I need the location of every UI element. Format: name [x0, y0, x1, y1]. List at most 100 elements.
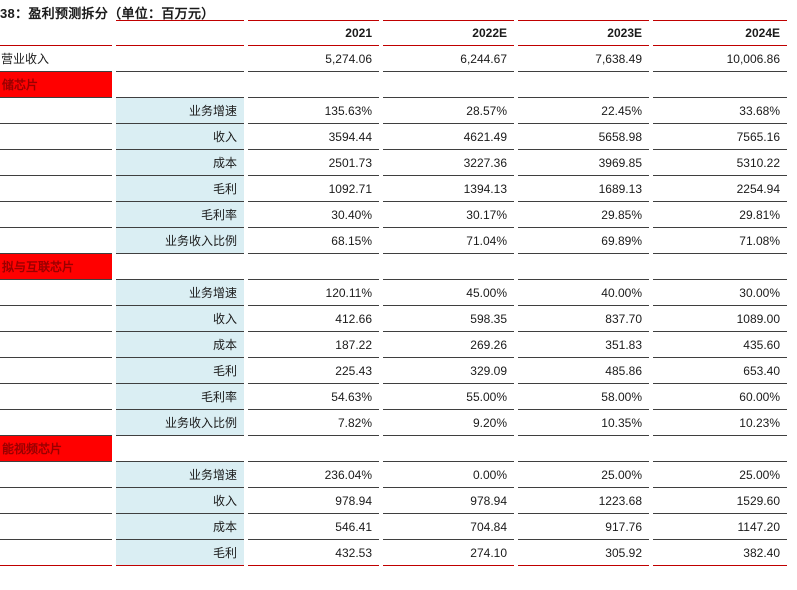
data-row: 业务增速 135.63% 28.57% 22.45% 33.68%: [0, 98, 787, 124]
section-row: 储芯片: [0, 72, 787, 98]
value-cell: 30.17%: [383, 202, 514, 228]
value-cell: 71.08%: [653, 228, 787, 254]
row-label-cell: 成本: [116, 514, 244, 540]
year-header-2023E: 2023E: [518, 20, 649, 46]
value-cell: 54.63%: [248, 384, 379, 410]
data-row: 成本 2501.73 3227.36 3969.85 5310.22: [0, 150, 787, 176]
data-row: 毛利 1092.71 1394.13 1689.13 2254.94: [0, 176, 787, 202]
row-label-cell: 成本: [116, 332, 244, 358]
value-cell: 10.23%: [653, 410, 787, 436]
empty-cell: [0, 150, 112, 176]
value-cell: 5310.22: [653, 150, 787, 176]
value-cell: 3969.85: [518, 150, 649, 176]
total-row: 营业收入 5,274.06 6,244.67 7,638.49 10,006.86: [0, 46, 787, 72]
value-cell: 2254.94: [653, 176, 787, 202]
value-cell: 274.10: [383, 540, 514, 566]
empty-cell: [0, 280, 112, 306]
table-body: 营业收入 5,274.06 6,244.67 7,638.49 10,006.86 储芯片…: [0, 46, 787, 566]
value-cell: 1092.71: [248, 176, 379, 202]
value-cell: 546.41: [248, 514, 379, 540]
year-header-2022E: 2022E: [383, 20, 514, 46]
value-cell: 69.89%: [518, 228, 649, 254]
data-row: 毛利 432.53 274.10 305.92 382.40: [0, 540, 787, 566]
empty-cell: [0, 410, 112, 436]
value-cell: 28.57%: [383, 98, 514, 124]
value-cell: 30.00%: [653, 280, 787, 306]
total-label-cell: 营业收入: [0, 46, 112, 72]
data-row: 业务增速 236.04% 0.00% 25.00% 25.00%: [0, 462, 787, 488]
value-cell: [518, 254, 649, 280]
value-cell: 225.43: [248, 358, 379, 384]
value-cell: [653, 72, 787, 98]
value-cell: 978.94: [383, 488, 514, 514]
value-cell: [518, 72, 649, 98]
year-header-row: 2021 2022E 2023E 2024E: [0, 20, 787, 46]
section-row: 能视频芯片: [0, 436, 787, 462]
empty-cell: [0, 228, 112, 254]
section-name-cell: 拟与互联芯片: [0, 254, 112, 280]
row-label-cell: 业务收入比例: [116, 228, 244, 254]
value-cell: 432.53: [248, 540, 379, 566]
value-cell: 305.92: [518, 540, 649, 566]
value-cell: 58.00%: [518, 384, 649, 410]
value-cell: 1689.13: [518, 176, 649, 202]
value-cell: 3594.44: [248, 124, 379, 150]
row-label-cell: 收入: [116, 488, 244, 514]
section-row: 拟与互联芯片: [0, 254, 787, 280]
value-cell: 22.45%: [518, 98, 649, 124]
value-cell: 0.00%: [383, 462, 514, 488]
empty-cell: [0, 462, 112, 488]
data-row: 成本 187.22 269.26 351.83 435.60: [0, 332, 787, 358]
value-cell: 435.60: [653, 332, 787, 358]
empty-cell: [0, 306, 112, 332]
value-cell: 351.83: [518, 332, 649, 358]
value-cell: 1394.13: [383, 176, 514, 202]
value-cell: 71.04%: [383, 228, 514, 254]
value-cell: 33.68%: [653, 98, 787, 124]
value-cell: 1089.00: [653, 306, 787, 332]
row-label-cell: 毛利: [116, 358, 244, 384]
empty-cell: [116, 46, 244, 72]
row-label-cell: 成本: [116, 150, 244, 176]
row-label-cell: 收入: [116, 306, 244, 332]
row-label-cell: 业务增速: [116, 98, 244, 124]
value-cell: 236.04%: [248, 462, 379, 488]
value-cell: 10,006.86: [653, 46, 787, 72]
empty-cell: [0, 176, 112, 202]
data-row: 收入 412.66 598.35 837.70 1089.00: [0, 306, 787, 332]
value-cell: 269.26: [383, 332, 514, 358]
row-label-cell: 收入: [116, 124, 244, 150]
value-cell: [248, 254, 379, 280]
value-cell: 7565.16: [653, 124, 787, 150]
empty-cell: [0, 124, 112, 150]
value-cell: 7.82%: [248, 410, 379, 436]
empty-cell: [0, 488, 112, 514]
value-cell: 412.66: [248, 306, 379, 332]
value-cell: 978.94: [248, 488, 379, 514]
value-cell: 55.00%: [383, 384, 514, 410]
value-cell: [653, 436, 787, 462]
value-cell: [248, 436, 379, 462]
value-cell: 68.15%: [248, 228, 379, 254]
value-cell: [518, 436, 649, 462]
data-row: 收入 978.94 978.94 1223.68 1529.60: [0, 488, 787, 514]
header-empty-cell-a: [0, 20, 112, 46]
value-cell: 29.81%: [653, 202, 787, 228]
value-cell: 6,244.67: [383, 46, 514, 72]
value-cell: [383, 254, 514, 280]
value-cell: 187.22: [248, 332, 379, 358]
data-row: 收入 3594.44 4621.49 5658.98 7565.16: [0, 124, 787, 150]
value-cell: 485.86: [518, 358, 649, 384]
empty-cell: [116, 436, 244, 462]
data-row: 毛利率 30.40% 30.17% 29.85% 29.81%: [0, 202, 787, 228]
data-row: 毛利 225.43 329.09 485.86 653.40: [0, 358, 787, 384]
value-cell: 653.40: [653, 358, 787, 384]
value-cell: 10.35%: [518, 410, 649, 436]
data-row: 毛利率 54.63% 55.00% 58.00% 60.00%: [0, 384, 787, 410]
empty-cell: [0, 358, 112, 384]
value-cell: 5658.98: [518, 124, 649, 150]
value-cell: 5,274.06: [248, 46, 379, 72]
value-cell: 7,638.49: [518, 46, 649, 72]
row-label-cell: 业务收入比例: [116, 410, 244, 436]
data-row: 业务增速 120.11% 45.00% 40.00% 30.00%: [0, 280, 787, 306]
